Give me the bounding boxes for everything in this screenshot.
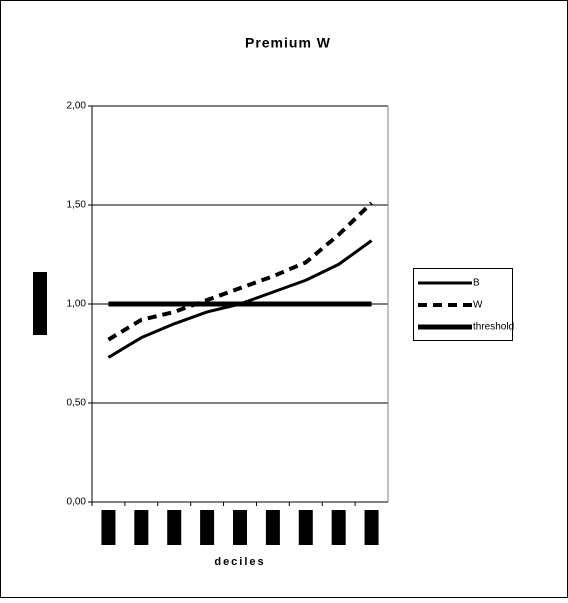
y-tick-label: 2,00 [67,101,87,112]
redacted-x-tick-label [200,510,215,545]
y-tick-label: 0,50 [67,398,87,409]
redacted-x-tick-label [298,510,313,545]
y-tick-label: 1,50 [67,200,87,211]
redacted-x-tick-label [233,510,247,545]
series-line [107,201,373,342]
y-tick-label: 0,00 [67,497,87,508]
legend-label: W [473,300,483,311]
legend-label: threshold [473,322,514,333]
redacted-x-tick-label [364,510,379,545]
redacted-x-tick-label [167,510,182,545]
x-axis-label: deciles [214,556,265,568]
redacted-y-label [33,272,47,335]
chart-title: Premium W [245,35,331,51]
redacted-x-tick-label [134,510,149,545]
legend-label: B [473,278,480,289]
redacted-x-tick-label [265,510,280,545]
redacted-x-tick-label [101,510,116,545]
redacted-x-tick-label [331,510,346,545]
y-tick-label: 1,00 [67,299,87,310]
